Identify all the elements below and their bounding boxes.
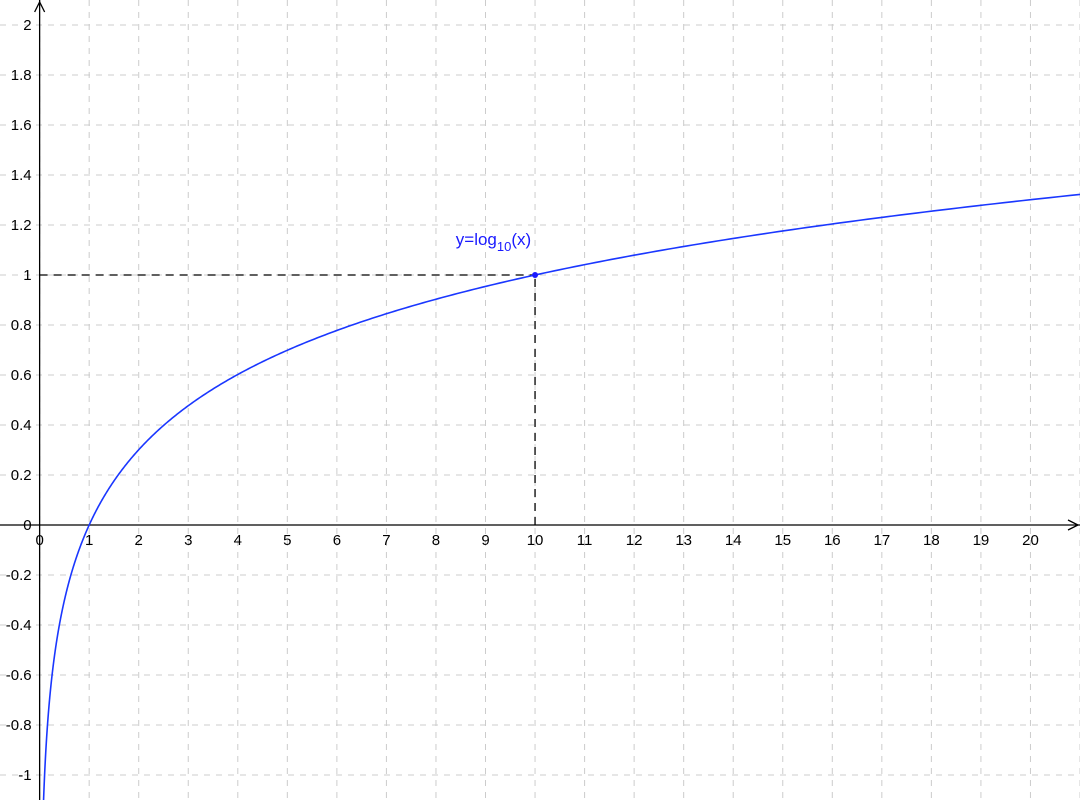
x-tick-label: 12 (626, 532, 643, 549)
y-tick-label: -0.4 (6, 617, 32, 634)
x-tick-label: 18 (923, 532, 940, 549)
y-tick-label: 1.4 (11, 167, 32, 184)
x-tick-label: 15 (774, 532, 791, 549)
y-tick-label: 1.8 (11, 67, 32, 84)
x-tick-label: 5 (283, 532, 291, 549)
y-tick-label: 1 (23, 267, 31, 284)
y-tick-label: 1.2 (11, 217, 32, 234)
x-tick-label: 2 (135, 532, 143, 549)
x-tick-label: 14 (725, 532, 742, 549)
y-tick-label: 0.6 (11, 367, 32, 384)
x-tick-label: 6 (333, 532, 341, 549)
x-tick-label: 10 (527, 532, 544, 549)
x-tick-label: 0 (35, 532, 43, 549)
y-tick-label: -0.6 (6, 667, 32, 684)
log-chart: 01234567891011121314151617181920-1-0.8-0… (0, 0, 1080, 800)
y-tick-label: -0.2 (6, 567, 32, 584)
x-tick-label: 7 (382, 532, 390, 549)
x-tick-label: 13 (675, 532, 692, 549)
x-tick-label: 11 (577, 532, 593, 549)
x-tick-label: 19 (973, 532, 990, 549)
x-tick-label: 20 (1022, 532, 1039, 549)
x-tick-label: 1 (85, 532, 93, 549)
y-tick-label: -0.8 (6, 717, 32, 734)
y-tick-label: 1.6 (11, 117, 32, 134)
y-tick-label: 2 (23, 17, 31, 34)
y-tick-label: -1 (18, 767, 31, 784)
x-tick-label: 16 (824, 532, 841, 549)
y-tick-label: 0.8 (11, 317, 32, 334)
y-tick-label: 0.4 (11, 417, 32, 434)
x-tick-label: 9 (481, 532, 489, 549)
x-tick-label: 4 (234, 532, 242, 549)
x-tick-label: 3 (184, 532, 192, 549)
y-tick-label: 0.2 (11, 467, 32, 484)
x-tick-label: 8 (432, 532, 440, 549)
x-tick-label: 17 (873, 532, 890, 549)
curve-marker-point (532, 272, 538, 278)
y-tick-label: 0 (23, 517, 31, 534)
